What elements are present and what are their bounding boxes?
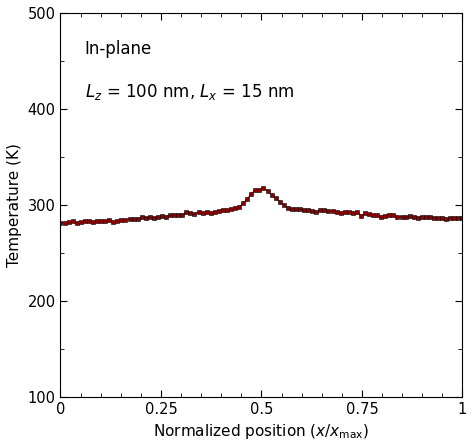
X-axis label: Normalized position ($x/x_\mathrm{max}$): Normalized position ($x/x_\mathrm{max}$)	[153, 422, 370, 441]
Text: $L_z$ = 100 nm, $L_x$ = 15 nm: $L_z$ = 100 nm, $L_x$ = 15 nm	[84, 82, 294, 102]
Text: In-plane: In-plane	[84, 40, 152, 58]
Y-axis label: Temperature (K): Temperature (K)	[7, 143, 22, 267]
